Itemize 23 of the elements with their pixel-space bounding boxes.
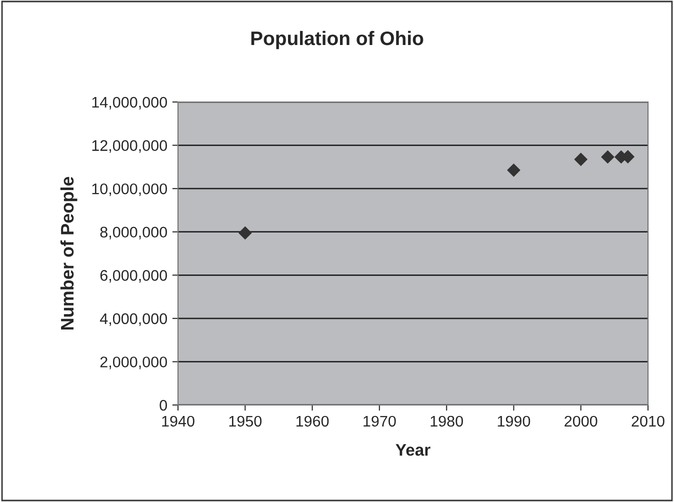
- y-tick-label: 10,000,000: [92, 183, 167, 196]
- y-tick-label: 8,000,000: [100, 226, 167, 240]
- point: [574, 152, 588, 166]
- point: [601, 150, 614, 164]
- point: [507, 164, 520, 177]
- x-tick-label: 1940: [162, 416, 194, 427]
- y-tick-label: 0: [160, 400, 167, 411]
- y-tick-label: 4,000,000: [100, 313, 167, 326]
- y-tick-label: 6,000,000: [100, 270, 167, 283]
- y-tick-label: 14,000,000: [92, 96, 167, 110]
- x-tick-label: 2000: [564, 416, 598, 427]
- point: [238, 226, 252, 240]
- x-tick-label: 2010: [632, 416, 664, 427]
- x-axis-title: Year: [396, 444, 430, 456]
- x-tick-label: 1990: [498, 416, 530, 427]
- x-tick-label: 1950: [229, 416, 262, 427]
- chart-title: Population of Ohio: [251, 30, 424, 50]
- x-tick-label: 1970: [364, 416, 396, 427]
- y-tick-label: 2,000,000: [100, 356, 167, 370]
- x-tick-label: 1980: [430, 416, 463, 427]
- x-tick-label: 1960: [296, 416, 329, 427]
- y-axis-title: Number of People: [60, 176, 78, 330]
- y-tick-label: 12,000,000: [92, 140, 167, 153]
